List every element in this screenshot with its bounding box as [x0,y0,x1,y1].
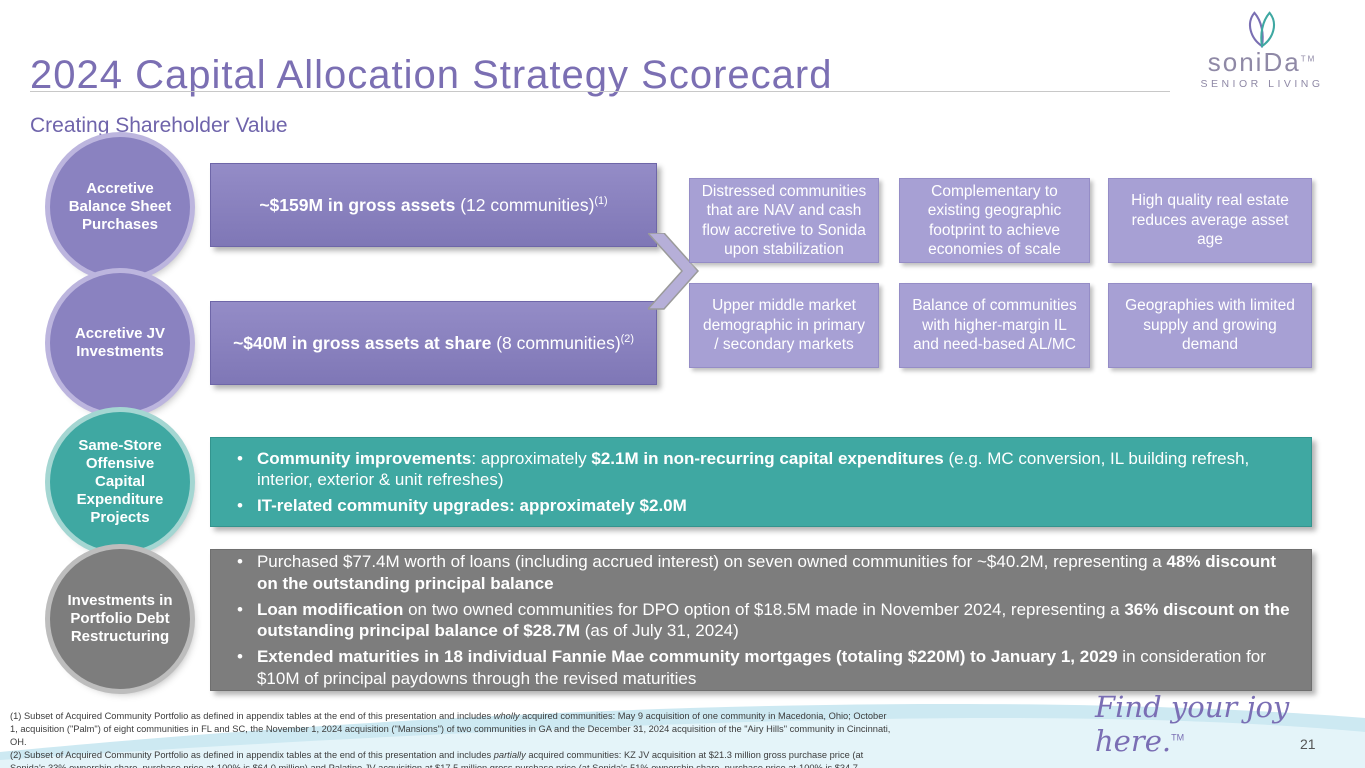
footnote-1: (1) Subset of Acquired Community Portfol… [10,711,891,748]
circle-debt-restructuring: Investments in Portfolio Debt Restructur… [50,549,190,689]
bullet-item: • IT-related community upgrades: approxi… [229,495,1293,516]
circle-label: Investments in Portfolio Debt Restructur… [67,592,173,645]
gross-assets-at-share-text: ~$40M in gross assets at share (8 commun… [233,332,634,353]
criteria-label: High quality real estate reduces average… [1131,192,1289,249]
brand-word: soniDa [1207,47,1301,77]
tagline-text: Find your joy here. [1095,690,1290,758]
footnotes: (1) Subset of Acquired Community Portfol… [10,710,892,768]
circle-label: Accretive JV Investments [74,325,166,360]
sonida-logo: soniDaTM SENIOR LIVING [1192,10,1332,90]
criteria-label: Geographies with limited supply and grow… [1125,297,1295,354]
bullet-text: Loan modification on two owned communiti… [256,599,1290,640]
brand-text: soniDaTM [1192,49,1332,75]
criteria-box-community-balance: Balance of communities with higher-margi… [899,283,1090,368]
bullet-text: IT-related community upgrades: approxima… [256,496,687,516]
criteria-box-supply-demand: Geographies with limited supply and grow… [1108,283,1312,368]
page-number: 21 [1300,736,1316,752]
gross-assets-text: ~$159M in gross assets (12 communities)(… [259,194,608,215]
bullet-marker: • [237,647,243,667]
criteria-label: Distressed communities that are NAV and … [701,182,867,258]
bullet-marker: • [237,552,243,572]
header-divider [30,91,1170,92]
brand-tm: TM [1300,54,1317,64]
leaf-icon [1192,10,1332,48]
criteria-box-geographic-footprint: Complementary to existing geographic foo… [899,178,1090,263]
bullet-marker: • [237,599,243,619]
criteria-box-distressed: Distressed communities that are NAV and … [689,178,879,263]
page-subtitle: Creating Shareholder Value [30,114,288,138]
bullet-item: • Loan modification on two owned communi… [229,599,1293,642]
bullet-text: Purchased $77.4M worth of loans (includi… [256,552,1277,593]
page-title: 2024 Capital Allocation Strategy Scoreca… [30,52,833,97]
criteria-label: Balance of communities with higher-margi… [912,297,1077,354]
footnote-2: (2) Subset of Acquired Community Portfol… [10,750,864,768]
gross-assets-at-share-box: ~$40M in gross assets at share (8 commun… [210,301,657,385]
tagline: Find your joy here.TM [1095,690,1365,758]
brand-subtext: SENIOR LIVING [1200,78,1324,90]
debt-restructuring-box: • Purchased $77.4M worth of loans (inclu… [210,549,1312,691]
circle-label: Accretive Balance Sheet Purchases [68,180,172,233]
circle-accretive-balance-sheet: Accretive Balance Sheet Purchases [50,137,190,277]
circle-accretive-jv: Accretive JV Investments [50,273,190,413]
criteria-label: Complementary to existing geographic foo… [927,182,1062,258]
capex-box: • Community improvements: approximately … [210,437,1312,527]
bullet-item: • Extended maturities in 18 individual F… [229,646,1293,689]
wave-decoration [0,688,1365,768]
chevron-right-icon [646,232,702,318]
criteria-box-demographic: Upper middle market demographic in prima… [689,283,879,368]
bullet-item: • Purchased $77.4M worth of loans (inclu… [229,551,1293,594]
bullet-text: Extended maturities in 18 individual Fan… [256,647,1266,688]
bullet-item: • Community improvements: approximately … [229,448,1293,491]
bullet-marker: • [237,496,243,516]
bullet-marker: • [237,448,243,468]
circle-same-store-capex: Same-Store Offensive Capital Expenditure… [50,412,190,552]
criteria-label: Upper middle market demographic in prima… [703,297,865,354]
criteria-box-real-estate-quality: High quality real estate reduces average… [1108,178,1312,263]
circle-label: Same-Store Offensive Capital Expenditure… [76,437,164,526]
tagline-tm: TM [1171,732,1185,743]
bullet-text: Community improvements: approximately $2… [256,448,1250,489]
gross-assets-box: ~$159M in gross assets (12 communities)(… [210,163,657,247]
